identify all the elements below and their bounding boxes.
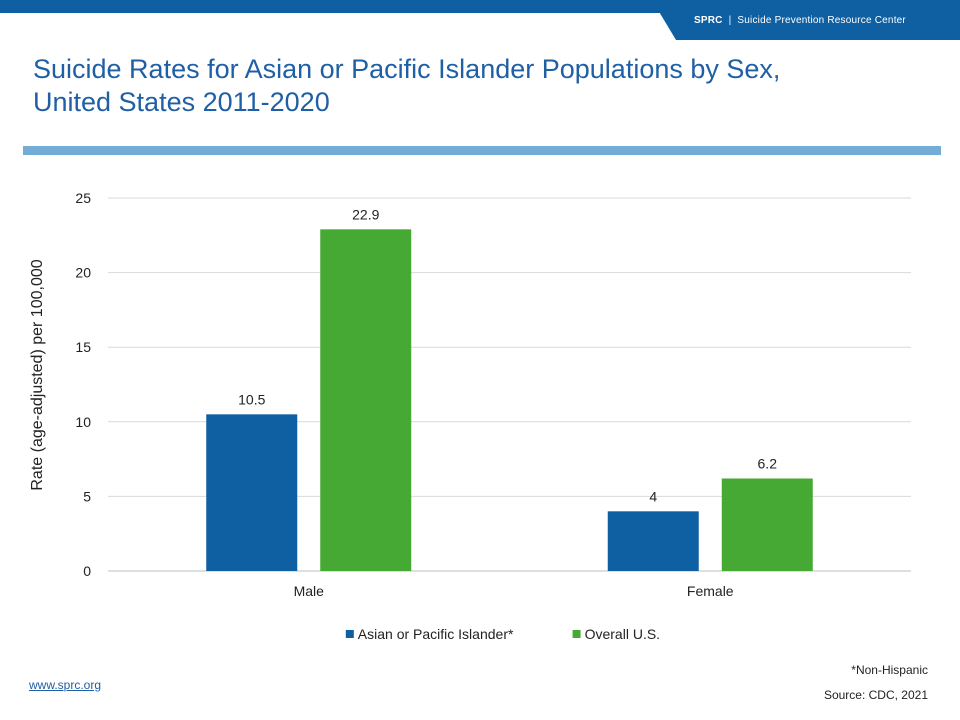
page-title: Suicide Rates for Asian or Pacific Islan… bbox=[33, 53, 913, 119]
bar bbox=[721, 478, 813, 571]
data-label: 22.9 bbox=[352, 206, 379, 222]
title-line-1: Suicide Rates for Asian or Pacific Islan… bbox=[33, 54, 781, 84]
y-tick-label: 20 bbox=[75, 265, 91, 281]
legend-label: Overall U.S. bbox=[585, 626, 660, 642]
title-line-2: United States 2011-2020 bbox=[33, 87, 330, 117]
data-label: 6.2 bbox=[758, 455, 778, 471]
bar bbox=[607, 511, 699, 571]
legend-swatch bbox=[572, 630, 581, 638]
y-axis-title: Rate (age-adjusted) per 100,000 bbox=[29, 259, 46, 490]
brand-abbr: SPRC bbox=[694, 14, 723, 26]
source-citation: Source: CDC, 2021 bbox=[823, 688, 928, 702]
brand-tab: SPRC | Suicide Prevention Resource Cente… bbox=[652, 0, 960, 40]
x-tick-label: Male bbox=[294, 583, 325, 599]
data-label: 4 bbox=[649, 488, 657, 504]
bar bbox=[206, 414, 298, 571]
legend-swatch bbox=[345, 630, 354, 638]
brand-separator: | bbox=[728, 14, 732, 26]
legend-label: Asian or Pacific Islander* bbox=[358, 626, 514, 642]
x-tick-label: Female bbox=[687, 583, 734, 599]
title-underline bbox=[23, 146, 941, 155]
y-tick-label: 5 bbox=[83, 488, 91, 504]
footnote: *Non-Hispanic bbox=[851, 663, 928, 677]
y-tick-label: 0 bbox=[83, 563, 91, 579]
y-tick-label: 15 bbox=[75, 339, 91, 355]
brand-name: Suicide Prevention Resource Center bbox=[737, 14, 906, 26]
y-tick-label: 10 bbox=[75, 414, 91, 430]
website-link[interactable]: www.sprc.org bbox=[29, 678, 102, 692]
data-label: 10.5 bbox=[238, 391, 265, 407]
bar bbox=[320, 229, 412, 571]
y-tick-label: 25 bbox=[75, 190, 91, 206]
